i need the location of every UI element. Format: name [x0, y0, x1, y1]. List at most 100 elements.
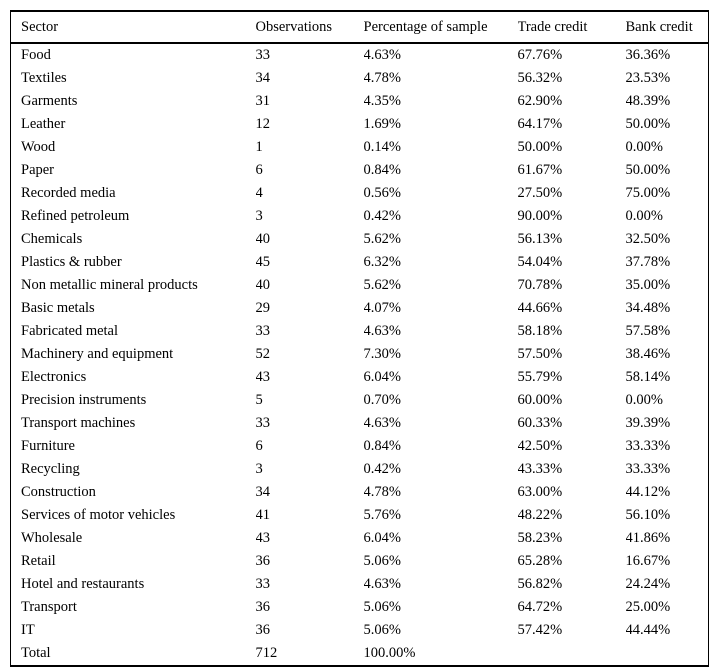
sector-cell: Plastics & rubber [21, 254, 122, 270]
trade-credit-cell: 43.33% [517, 461, 563, 477]
sector-cell: Fabricated metal [21, 323, 119, 339]
sector-cell: Recorded media [21, 185, 116, 201]
table-row: Wood 1 0.14% 50.00% 0.00% [11, 136, 709, 159]
sector-cell: Recycling [21, 461, 80, 477]
trade-credit-cell: 44.66% [517, 300, 563, 316]
sector-cell: IT [21, 622, 35, 638]
observations-cell: 3 [255, 461, 263, 477]
observations-cell: 36 [255, 622, 271, 638]
trade-credit-cell: 58.18% [517, 323, 563, 339]
table-row: Wholesale 43 6.04% 58.23% 41.86% [11, 527, 709, 550]
total-row: Total 712 100.00% [11, 642, 709, 666]
trade-credit-cell: 58.23% [517, 530, 563, 546]
sector-cell: Electronics [21, 369, 87, 385]
percentage-of-sample-cell: 5.06% [363, 622, 401, 638]
bank-credit-cell: 36.36% [625, 47, 671, 63]
column-header-observations: Observations [255, 11, 364, 44]
trade-credit-cell: 70.78% [517, 277, 563, 293]
bank-credit-cell: 41.86% [625, 530, 671, 546]
bank-credit-cell: 23.53% [625, 70, 671, 86]
trade-credit-cell [518, 642, 626, 666]
table-row: Leather 12 1.69% 64.17% 50.00% [11, 113, 709, 136]
trade-credit-cell: 55.79% [517, 369, 563, 385]
table-row: Textiles 34 4.78% 56.32% 23.53% [11, 67, 709, 90]
table-row: Fabricated metal 33 4.63% 58.18% 57.58% [11, 320, 709, 343]
bank-credit-cell: 0.00% [625, 392, 663, 408]
sector-cell: Food [21, 47, 51, 63]
percentage-of-sample-cell: 1.69% [363, 116, 401, 132]
sector-credit-table: Sector Observations Percentage of sample Tr… [10, 10, 709, 667]
observations-cell: 31 [255, 93, 271, 109]
trade-credit-cell: 61.67% [517, 162, 563, 178]
sector-cell: Textiles [21, 70, 67, 86]
percentage-of-sample-cell: 4.07% [363, 300, 401, 316]
trade-credit-cell: 56.13% [517, 231, 563, 247]
table-row: Transport machines 33 4.63% 60.33% 39.39% [11, 412, 709, 435]
trade-credit-cell: 62.90% [517, 93, 563, 109]
sector-cell: Chemicals [21, 231, 83, 247]
bank-credit-cell: 44.12% [625, 484, 671, 500]
percentage-of-sample-cell: 6.04% [363, 369, 401, 385]
observations-cell: 6 [255, 162, 263, 178]
observations-cell: 34 [255, 484, 271, 500]
trade-credit-cell: 27.50% [517, 185, 563, 201]
table-row: Chemicals 40 5.62% 56.13% 32.50% [11, 228, 709, 251]
trade-credit-cell: 57.50% [517, 346, 563, 362]
sector-cell: Total [21, 645, 51, 661]
sector-cell: Machinery and equipment [21, 346, 174, 362]
observations-cell: 1 [255, 139, 263, 155]
bank-credit-cell: 24.24% [625, 576, 671, 592]
observations-cell: 33 [255, 323, 271, 339]
bank-credit-cell: 33.33% [625, 461, 671, 477]
observations-cell: 29 [255, 300, 271, 316]
bank-credit-cell: 25.00% [625, 599, 671, 615]
table-row: Non metallic mineral products 40 5.62% 70.7… [11, 274, 709, 297]
column-header-trade-credit: Trade credit [517, 11, 626, 44]
trade-credit-cell: 65.28% [517, 553, 563, 569]
trade-credit-cell: 57.42% [517, 622, 563, 638]
observations-cell: 43 [255, 530, 271, 546]
percentage-of-sample-cell: 5.06% [363, 599, 401, 615]
table-body: Food 33 4.63% 67.76% 36.36% Textiles 34 4.78% 56… [11, 43, 709, 666]
percentage-of-sample-cell: 0.14% [363, 139, 401, 155]
table-row: Construction 34 4.78% 63.00% 44.12% [11, 481, 709, 504]
bank-credit-cell: 57.58% [625, 323, 671, 339]
bank-credit-cell: 44.44% [625, 622, 671, 638]
bank-credit-cell: 37.78% [625, 254, 671, 270]
table-row: Paper 6 0.84% 61.67% 50.00% [11, 159, 709, 182]
percentage-of-sample-cell: 4.35% [363, 93, 401, 109]
bank-credit-cell: 35.00% [625, 277, 671, 293]
trade-credit-cell: 50.00% [517, 139, 563, 155]
bank-credit-cell: 50.00% [625, 162, 671, 178]
sector-cell: Construction [21, 484, 96, 500]
observations-cell: 36 [255, 599, 271, 615]
sector-cell: Wood [21, 139, 56, 155]
observations-cell: 45 [255, 254, 271, 270]
table-row: Garments 31 4.35% 62.90% 48.39% [11, 90, 709, 113]
trade-credit-cell: 48.22% [517, 507, 563, 523]
trade-credit-cell: 60.33% [517, 415, 563, 431]
sector-cell: Wholesale [21, 530, 83, 546]
sector-cell: Basic metals [21, 300, 95, 316]
sector-cell: Non metallic mineral products [21, 277, 198, 293]
table-row: IT 36 5.06% 57.42% 44.44% [11, 619, 709, 642]
bank-credit-cell: 48.39% [625, 93, 671, 109]
sector-cell: Garments [21, 93, 78, 109]
sector-cell: Paper [21, 162, 55, 178]
percentage-of-sample-cell: 5.06% [363, 553, 401, 569]
observations-cell: 6 [255, 438, 263, 454]
bank-credit-cell: 58.14% [625, 369, 671, 385]
column-header-bank-credit: Bank credit [625, 11, 709, 44]
column-header-sector: Sector [10, 11, 256, 44]
observations-cell: 712 [255, 645, 278, 661]
table-row: Refined petroleum 3 0.42% 90.00% 0.00% [11, 205, 709, 228]
table-row: Plastics & rubber 45 6.32% 54.04% 37.78% [11, 251, 709, 274]
table-row: Retail 36 5.06% 65.28% 16.67% [11, 550, 709, 573]
observations-cell: 33 [255, 47, 271, 63]
percentage-of-sample-cell: 0.70% [363, 392, 401, 408]
table-row: Hotel and restaurants 33 4.63% 56.82% 24.24% [11, 573, 709, 596]
bank-credit-cell: 32.50% [625, 231, 671, 247]
observations-cell: 3 [255, 208, 263, 224]
bank-credit-cell: 56.10% [625, 507, 671, 523]
table-row: Furniture 6 0.84% 42.50% 33.33% [11, 435, 709, 458]
